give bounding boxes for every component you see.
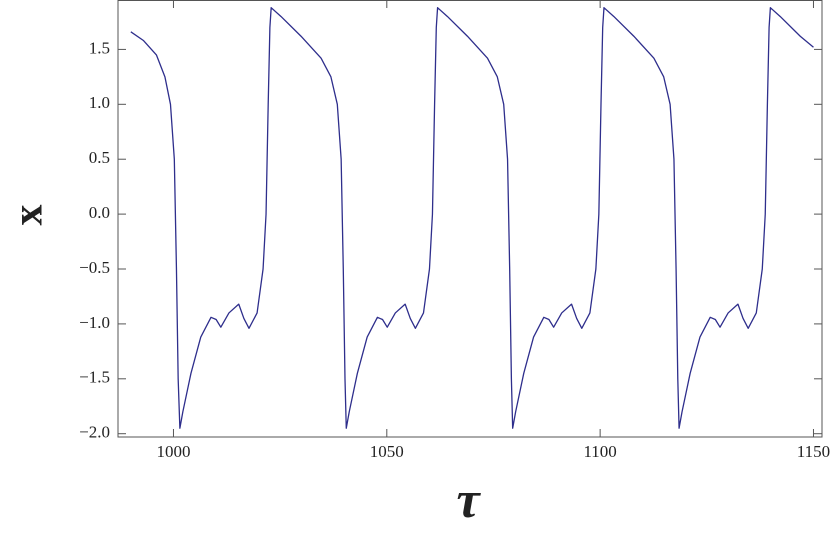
y-tick-label: −2.0	[79, 423, 110, 442]
y-tick-label: 0.0	[89, 203, 110, 222]
x-tick-label: 1000	[156, 442, 190, 461]
y-axis-label: x	[6, 205, 52, 226]
x-tick-label: 1050	[370, 442, 404, 461]
y-tick-label: 1.5	[89, 38, 110, 57]
plot-frame	[117, 0, 823, 438]
y-tick-label: −1.5	[79, 368, 110, 387]
y-tick-label: 0.5	[89, 148, 110, 167]
y-tick-label: 1.0	[89, 93, 110, 112]
x-tick-label: 1100	[583, 442, 616, 461]
data-line	[130, 7, 814, 429]
x-axis-label: τ	[456, 472, 481, 529]
y-tick-label: −0.5	[79, 258, 110, 277]
x-tick-label: 1150	[797, 442, 830, 461]
y-tick-label: −1.0	[79, 313, 110, 332]
